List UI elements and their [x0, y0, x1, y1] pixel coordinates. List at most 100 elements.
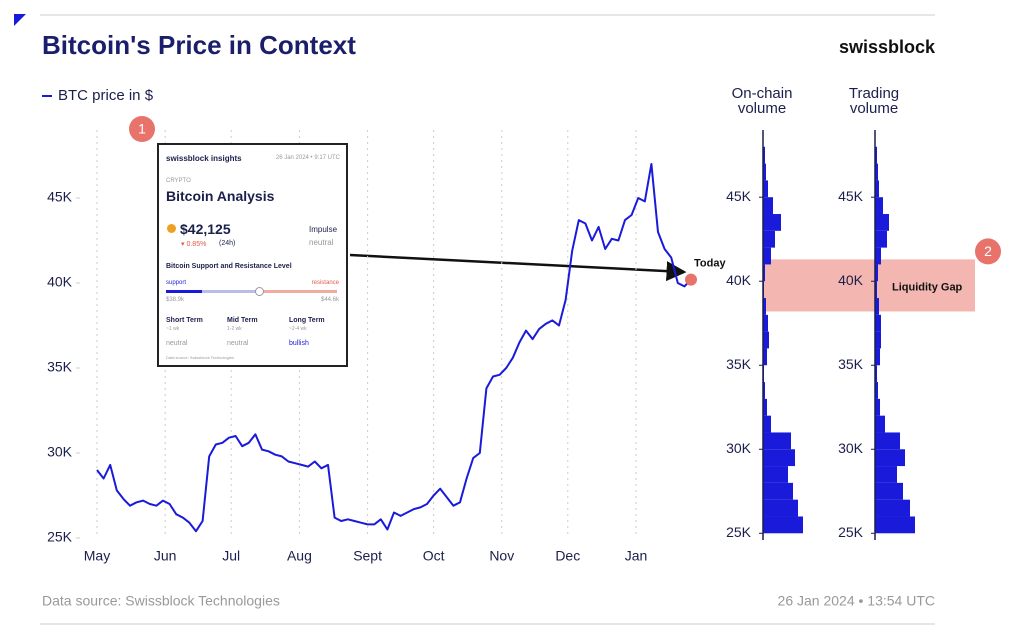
x-tick-label: Aug [287, 548, 312, 564]
corner-mark [14, 14, 26, 26]
volume-bar [763, 214, 781, 231]
volume-bar [875, 382, 878, 399]
volume-bar [875, 298, 879, 315]
volume-bar [875, 466, 897, 483]
volume-bar [875, 247, 881, 265]
inset-title: Bitcoin Analysis [166, 188, 275, 204]
y-tick-label: 25K [726, 524, 752, 540]
y-tick-label: 40K [47, 274, 73, 290]
volume-bar [875, 415, 885, 433]
volume-bar [763, 516, 803, 534]
annotation: Today [694, 258, 726, 270]
x-tick-label: Jul [222, 548, 240, 564]
liquidity-gap [763, 259, 975, 312]
inset-kicker: CRYPTO [166, 178, 191, 184]
x-tick-label: Jan [625, 548, 648, 564]
support-bar [166, 290, 202, 293]
source: Data source: Swissblock Technologies [42, 593, 280, 609]
y-tick-label: 30K [838, 440, 864, 456]
pointer-arrow [349, 253, 687, 282]
badge [129, 116, 155, 142]
term-state: neutral [166, 340, 188, 347]
term-span: 1-2 wk [227, 326, 242, 332]
term-span: ~2-4 wk [289, 326, 307, 332]
x-tick-label: Jun [154, 548, 177, 564]
volume-bar [875, 264, 878, 282]
volume-bar [763, 398, 767, 416]
volume-bar [763, 264, 765, 282]
x-tick-label: Sept [353, 548, 382, 564]
volume-bar [763, 415, 771, 433]
price-line [96, 163, 692, 533]
volume-bar [875, 331, 881, 349]
volume-bar [763, 163, 766, 181]
volume-bar [875, 516, 915, 534]
x-tick-label: May [84, 548, 110, 564]
volume-bar [875, 365, 877, 383]
y-tick-label: 30K [47, 444, 73, 460]
y-tick-label: 30K [726, 440, 752, 456]
volume-bar [763, 180, 768, 198]
column-title: Trading volume [848, 85, 900, 117]
inset-signal: Impulse [309, 225, 338, 234]
y-tick-label: 35K [726, 356, 752, 372]
volume-bar [763, 348, 767, 366]
inset-price: $42,125 [180, 221, 231, 237]
term-name: Long Term [289, 317, 325, 324]
inset-support-level: $38.9k [166, 297, 185, 303]
term-name: Short Term [166, 317, 203, 324]
volume-bar [763, 499, 798, 517]
volume-bar [763, 449, 795, 467]
volume-bar [763, 298, 766, 315]
x-tick-label: Dec [555, 548, 580, 564]
volume-bar [875, 214, 889, 231]
annotation: Liquidity Gap [892, 281, 963, 293]
volume-bar [763, 197, 773, 215]
timestamp: 26 Jan 2024 • 13:54 UTC [778, 593, 935, 609]
volume-bar [763, 230, 775, 248]
y-tick-label: 45K [838, 188, 864, 204]
badge [975, 238, 1001, 265]
inset-section: Bitcoin Support and Resistance Level [166, 263, 292, 270]
resistance-bar [257, 290, 337, 293]
inset-signal-state: neutral [309, 238, 334, 247]
y-tick-label: 35K [47, 359, 73, 375]
brand: swissblock [839, 37, 936, 57]
inset-change: ▾ 0.85% [181, 241, 207, 248]
chart-title: Bitcoin's Price in Context [42, 30, 356, 60]
coin-icon [167, 224, 176, 233]
column-title: On-chain volume [731, 85, 793, 117]
volume-bar [875, 314, 881, 332]
inset-resistance: resistance [311, 280, 339, 286]
volume-bar [875, 499, 910, 517]
legend-label: BTC price in $ [58, 87, 154, 104]
x-tick-label: Nov [489, 548, 514, 564]
term-state: bullish [289, 340, 309, 347]
inset-resistance-level: $44.6k [320, 297, 339, 303]
y-tick-label: 25K [838, 524, 864, 540]
volume-bar [875, 432, 900, 450]
mid-bar [202, 290, 257, 293]
inset-period: (24h) [219, 240, 236, 247]
volume-bar [763, 466, 788, 483]
y-tick-label: 45K [47, 189, 73, 205]
inset-date: 26 Jan 2024 • 9:17 UTC [275, 155, 340, 161]
volume-bar [763, 247, 771, 265]
slider-knob [255, 287, 264, 296]
volume-bar [875, 180, 879, 198]
volume-bar [875, 482, 903, 500]
volume-bar [763, 382, 765, 399]
volume-bar [763, 432, 791, 450]
volume-bar [763, 331, 769, 349]
y-tick-label: 25K [47, 529, 73, 545]
volume-bar [763, 314, 768, 332]
volume-bar [875, 230, 887, 248]
y-tick-label: 45K [726, 188, 752, 204]
volume-bar [875, 146, 877, 164]
inset-support: support [166, 280, 187, 286]
inset-card: swissblock insights 26 Jan 2024 • 9:17 U… [157, 143, 348, 367]
inset-source: Data source: Swissblock Technologies [166, 355, 234, 360]
volume-bar [763, 146, 765, 164]
badge-label: 2 [984, 243, 992, 259]
